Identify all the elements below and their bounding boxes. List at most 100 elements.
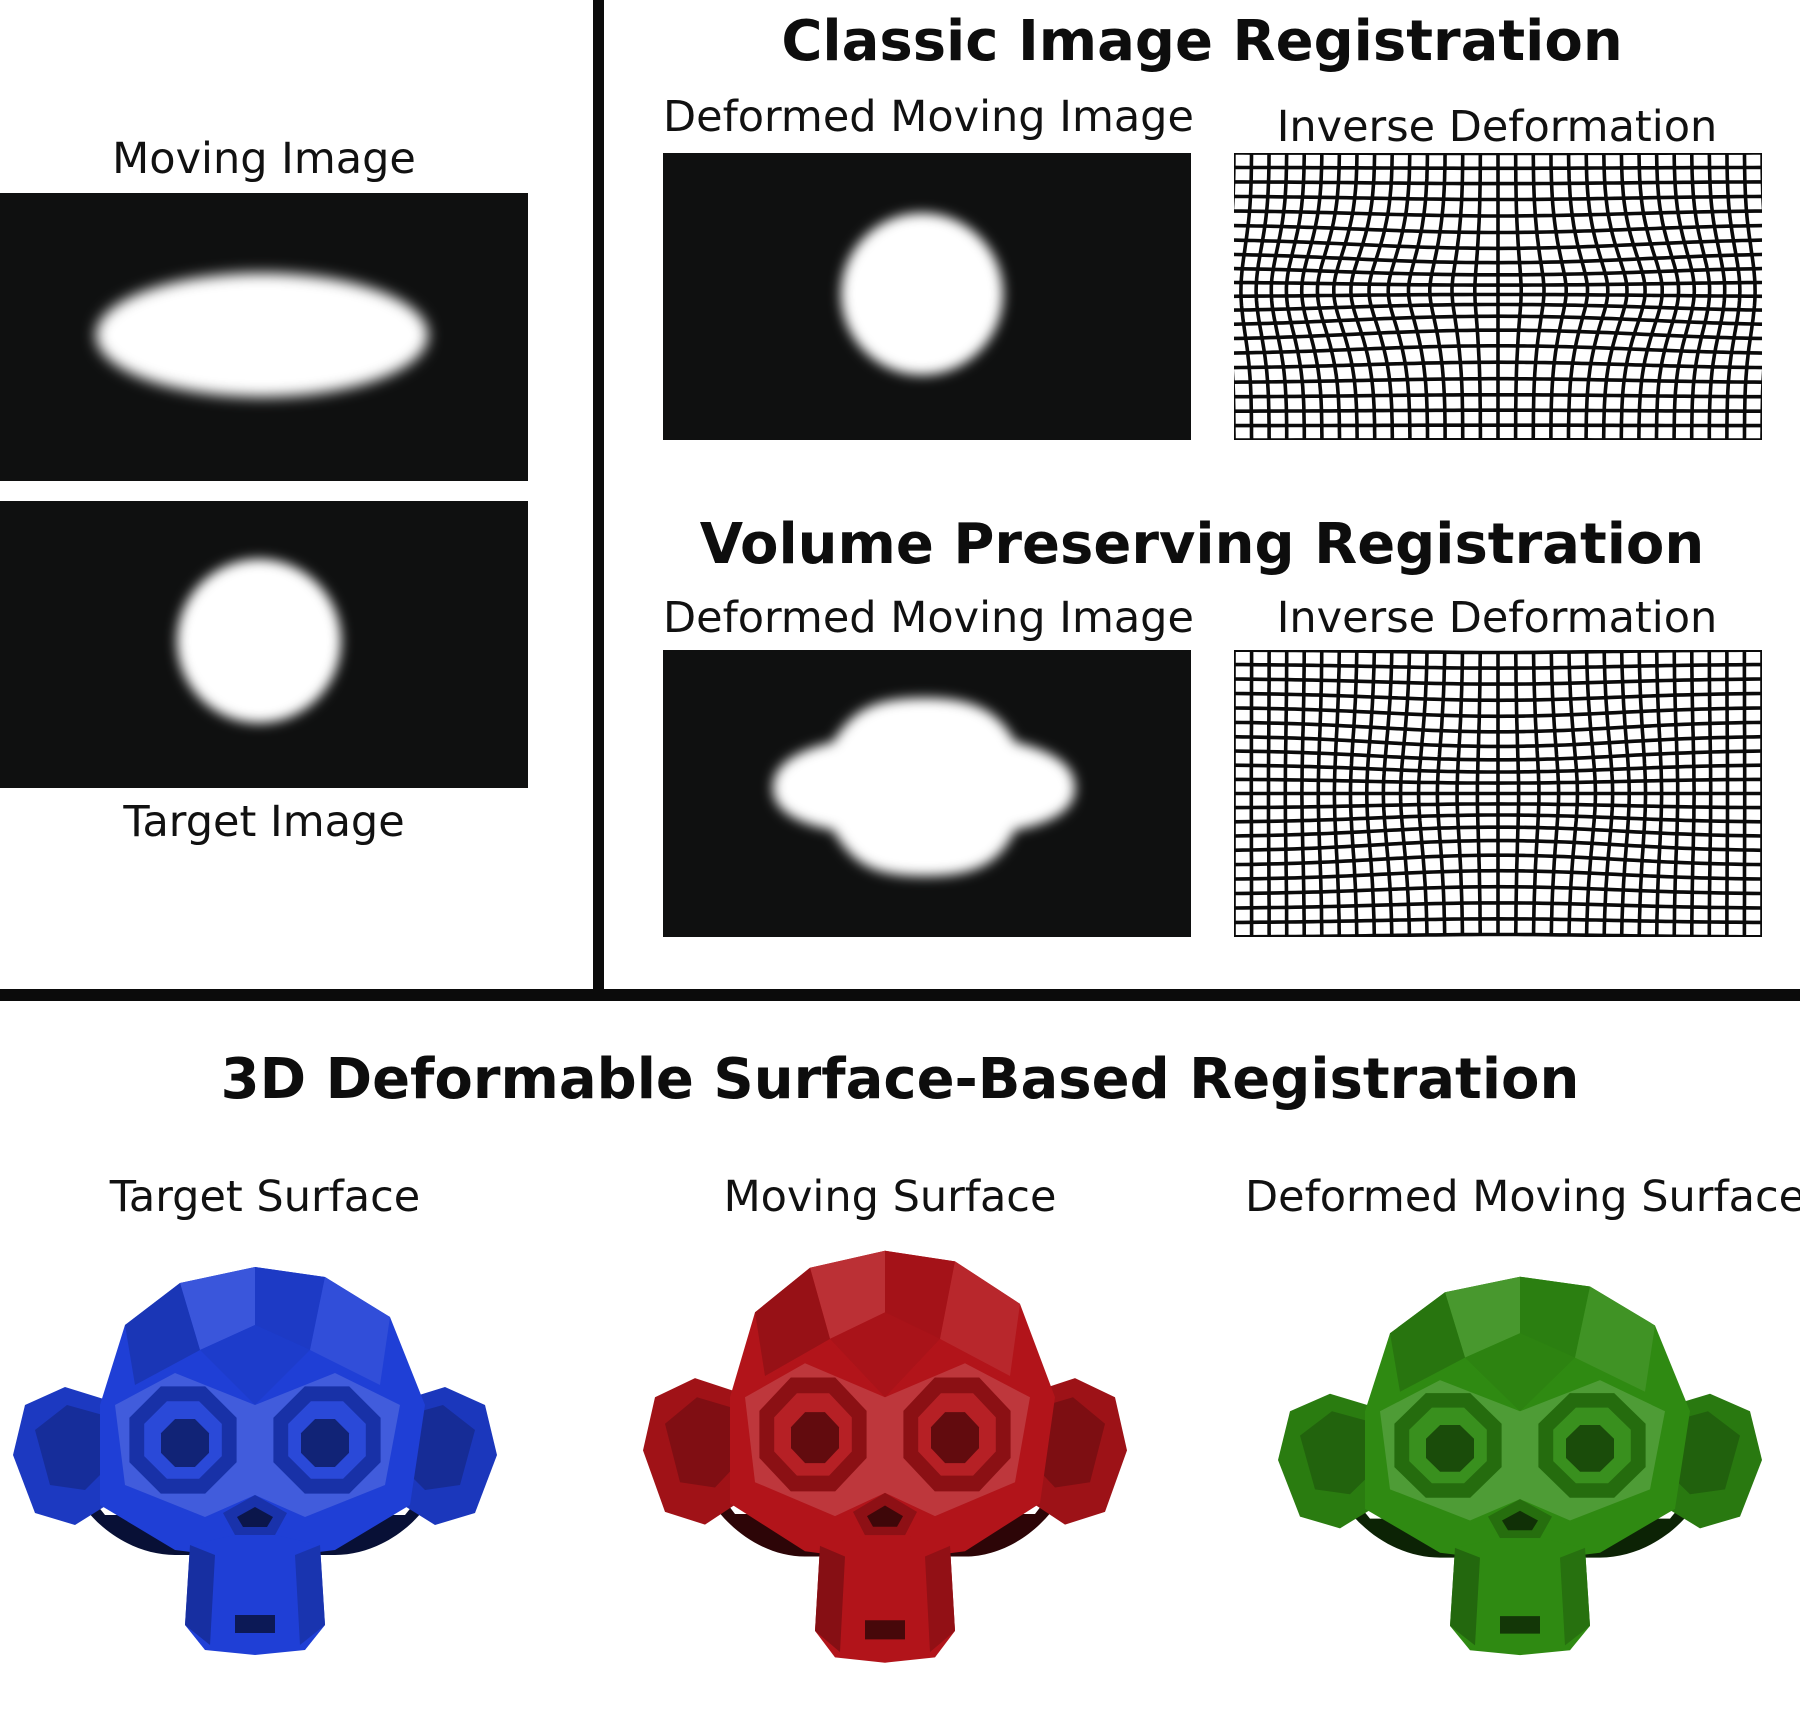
grid-line-horizontal [1234,344,1762,355]
volume-deformed-panel [663,650,1191,937]
grid-line-horizontal [1234,165,1762,171]
facet [180,1267,255,1350]
deformed-surface-mesh [1270,1265,1770,1660]
muzzle [1450,1538,1590,1656]
grid-line-horizontal [1234,838,1762,853]
facet [125,1283,200,1385]
grid-line-horizontal [1234,314,1762,327]
grid-line-vertical [1531,153,1546,440]
classic-registration-title: Classic Image Registration [781,9,1623,74]
horizontal-divider [0,989,1800,1001]
volume-registration-title: Volume Preserving Registration [699,512,1705,577]
grid-line-horizontal [1234,677,1762,686]
grid-line-horizontal [1234,813,1762,824]
left-pupil [791,1412,839,1464]
facet [1390,1292,1465,1392]
grid-line-horizontal [1234,901,1762,910]
grid-line-vertical [1450,153,1465,440]
volume-deformed-label: Deformed Moving Image [663,593,1194,643]
moving-surface-mesh [635,1238,1135,1668]
grid-line-horizontal [1234,280,1762,287]
volume-inverse-deformation-grid [1234,650,1762,937]
mouth [235,1615,275,1633]
grid-line-horizontal [1234,802,1762,810]
facet [755,1267,830,1377]
grid-line-horizontal [1234,825,1762,838]
facet [255,1267,325,1350]
facet [1520,1276,1590,1358]
classic-inverse-deformation-grid [1234,153,1762,440]
grid-line-horizontal [1234,650,1762,655]
target-surface-mesh [5,1255,505,1660]
muzzle-side [1560,1547,1590,1646]
grid-line-horizontal [1234,916,1762,925]
left-ear-inner [665,1397,745,1488]
grid-line-horizontal [1234,238,1762,251]
facet [1445,1276,1520,1358]
grid-line-horizontal [1234,853,1762,867]
mouth [865,1620,905,1640]
grid-line-horizontal [1234,691,1762,703]
facet [200,1325,310,1405]
volume-inverse-label: Inverse Deformation [1276,593,1718,643]
left-pupil [161,1419,209,1467]
classic-deformed-label: Deformed Moving Image [663,92,1194,142]
muzzle [185,1535,325,1655]
classic-deformed-panel [663,153,1191,440]
grid-line-horizontal [1234,706,1762,719]
grid-line-horizontal [1234,763,1762,774]
facet [885,1250,955,1339]
grid-line-horizontal [1234,252,1762,265]
target-image-panel [0,501,528,788]
grid-line-horizontal [1234,884,1762,896]
muzzle-side [1450,1547,1480,1646]
facet [940,1261,1020,1377]
moving-image-label: Moving Image [112,134,416,184]
target-surface-label: Target Surface [109,1172,421,1222]
grid-line-horizontal [1234,662,1762,671]
classic-inverse-label: Inverse Deformation [1276,102,1718,152]
grid-line-horizontal [1234,932,1762,937]
facet [1465,1333,1575,1412]
grid-line-horizontal [1234,302,1762,312]
grid-line-horizontal [1234,180,1762,186]
moving-surface-label: Moving Surface [723,1172,1057,1222]
mouth [1500,1616,1540,1634]
grid-line-horizontal [1234,223,1762,235]
muzzle-side [185,1545,215,1645]
grid-line-horizontal [1234,749,1762,762]
ellipse-blob [96,273,428,397]
grid-line-horizontal [1234,393,1762,399]
grid-line-horizontal [1234,408,1762,414]
grid-line-horizontal [1234,720,1762,734]
grid-line-horizontal [1234,868,1762,881]
left-ear-inner [1300,1411,1380,1495]
right-pupil [301,1419,349,1467]
grid-line-vertical [1428,153,1447,440]
muzzle-side [815,1545,845,1653]
vertical-divider [593,0,604,993]
left-pupil [1426,1424,1474,1472]
deformed-surface-label: Deformed Moving Surface [1245,1172,1800,1222]
target-image-label: Target Image [123,797,405,847]
grid-line-vertical [1513,153,1524,440]
diamond-blob [773,698,1075,876]
grid-line-horizontal [1234,209,1762,218]
grid-line-horizontal [1234,194,1762,202]
grid-line-vertical [1473,153,1483,440]
grid-line-horizontal [1234,292,1762,299]
surface-registration-title: 3D Deformable Surface-Based Registration [220,1047,1580,1112]
grid-line-horizontal [1234,266,1762,277]
moving-image-panel [0,193,528,481]
grid-line-horizontal [1234,328,1762,341]
circle-blob [177,559,341,723]
facet [1575,1286,1655,1392]
circle-blob [841,213,1003,375]
muzzle [815,1535,955,1663]
grid-line-horizontal [1234,360,1762,370]
right-pupil [1566,1424,1614,1472]
grid-line-horizontal [1234,376,1762,384]
facet [310,1277,390,1385]
nose-tip [237,1507,273,1527]
grid-line-horizontal [1234,734,1762,749]
